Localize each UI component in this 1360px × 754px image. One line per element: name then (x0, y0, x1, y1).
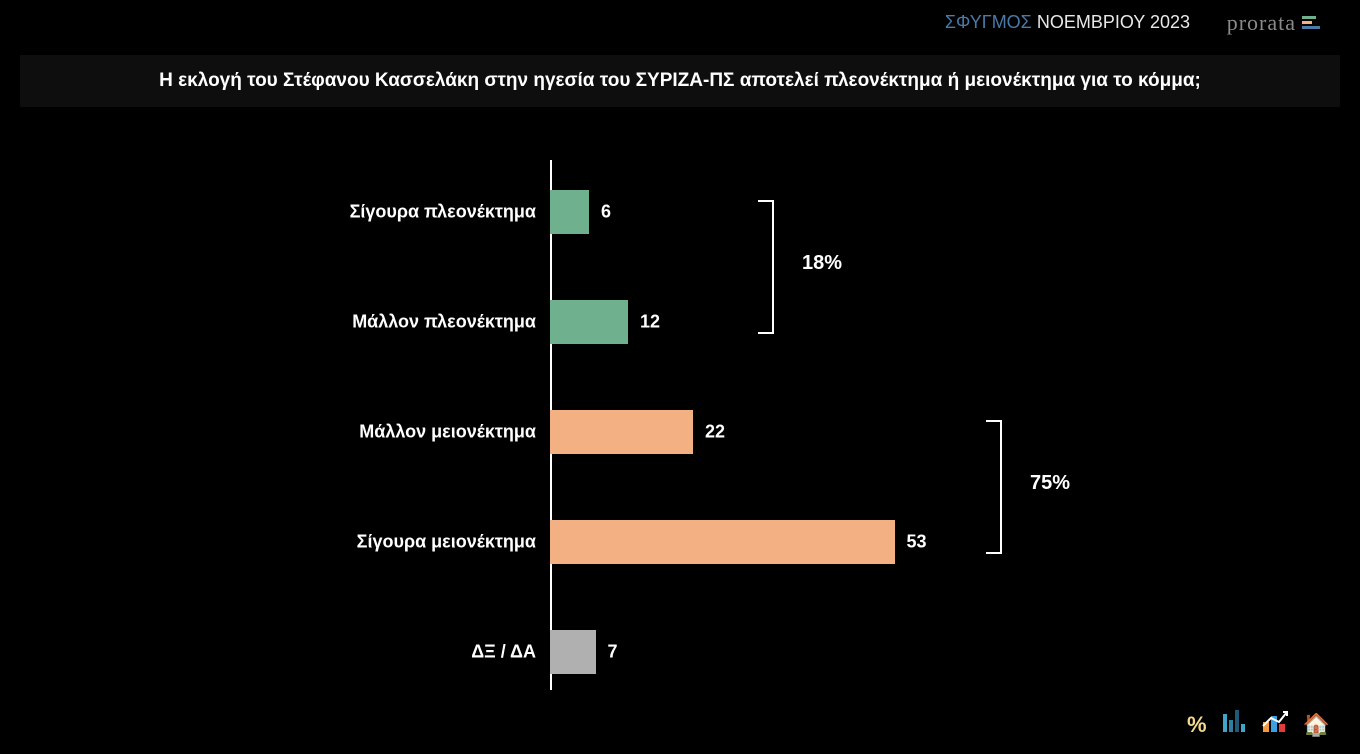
bar-category-label: Σίγουρα μειονέκτημα (357, 532, 550, 553)
group-bracket (1000, 420, 1002, 554)
bar (550, 190, 589, 234)
bar-value-label: 22 (693, 422, 725, 443)
brand-logo-text: prorata (1227, 10, 1296, 36)
bar-row: Μάλλον μειονέκτημα 22 (0, 410, 1360, 454)
group-bracket (772, 200, 774, 334)
bar-value-label: 53 (895, 532, 927, 553)
bars-icon (1221, 708, 1247, 738)
brand-logo: prorata (1227, 10, 1320, 36)
bar (550, 300, 628, 344)
brand-logo-icon (1302, 16, 1320, 31)
bar-row: ΔΞ / ΔΑ 7 (0, 630, 1360, 674)
poll-slide: ΣΦΥΓΜΟΣ ΝΟΕΜΒΡΙΟΥ 2023 prorata Η εκλογή … (0, 0, 1360, 754)
bar-category-label: Σίγουρα πλεονέκτημα (350, 202, 550, 223)
bar-value-label: 6 (589, 202, 611, 223)
bar-chart: Σίγουρα πλεονέκτημα 6 Μάλλον πλεονέκτημα 12… (0, 150, 1360, 694)
bar-value-label: 12 (628, 312, 660, 333)
question-text: Η εκλογή του Στέφανου Κασσελάκη στην ηγε… (159, 70, 1201, 92)
bar (550, 520, 895, 564)
bar-category-label: ΔΞ / ΔΑ (471, 642, 550, 663)
bar-value-label: 7 (596, 642, 618, 663)
header-accent-text: ΣΦΥΓΜΟΣ (945, 12, 1032, 32)
group-percent-label: 18% (802, 252, 842, 275)
header: ΣΦΥΓΜΟΣ ΝΟΕΜΒΡΙΟΥ 2023 prorata (0, 0, 1360, 44)
bar-category-label: Μάλλον μειονέκτημα (359, 422, 550, 443)
footer-icons: %🏠 (1187, 708, 1330, 738)
bar (550, 630, 596, 674)
question-band: Η εκλογή του Στέφανου Κασσελάκη στην ηγε… (20, 55, 1340, 107)
bar-row: Σίγουρα πλεονέκτημα 6 (0, 190, 1360, 234)
bar-row: Σίγουρα μειονέκτημα 53 (0, 520, 1360, 564)
header-plain-text: ΝΟΕΜΒΡΙΟΥ 2023 (1037, 12, 1190, 32)
home-icon: 🏠 (1303, 712, 1330, 738)
trend-icon (1261, 708, 1289, 738)
percent-icon: % (1187, 712, 1207, 738)
header-title: ΣΦΥΓΜΟΣ ΝΟΕΜΒΡΙΟΥ 2023 (945, 12, 1190, 33)
bar-row: Μάλλον πλεονέκτημα 12 (0, 300, 1360, 344)
group-percent-label: 75% (1030, 472, 1070, 495)
bar (550, 410, 693, 454)
bar-category-label: Μάλλον πλεονέκτημα (352, 312, 550, 333)
